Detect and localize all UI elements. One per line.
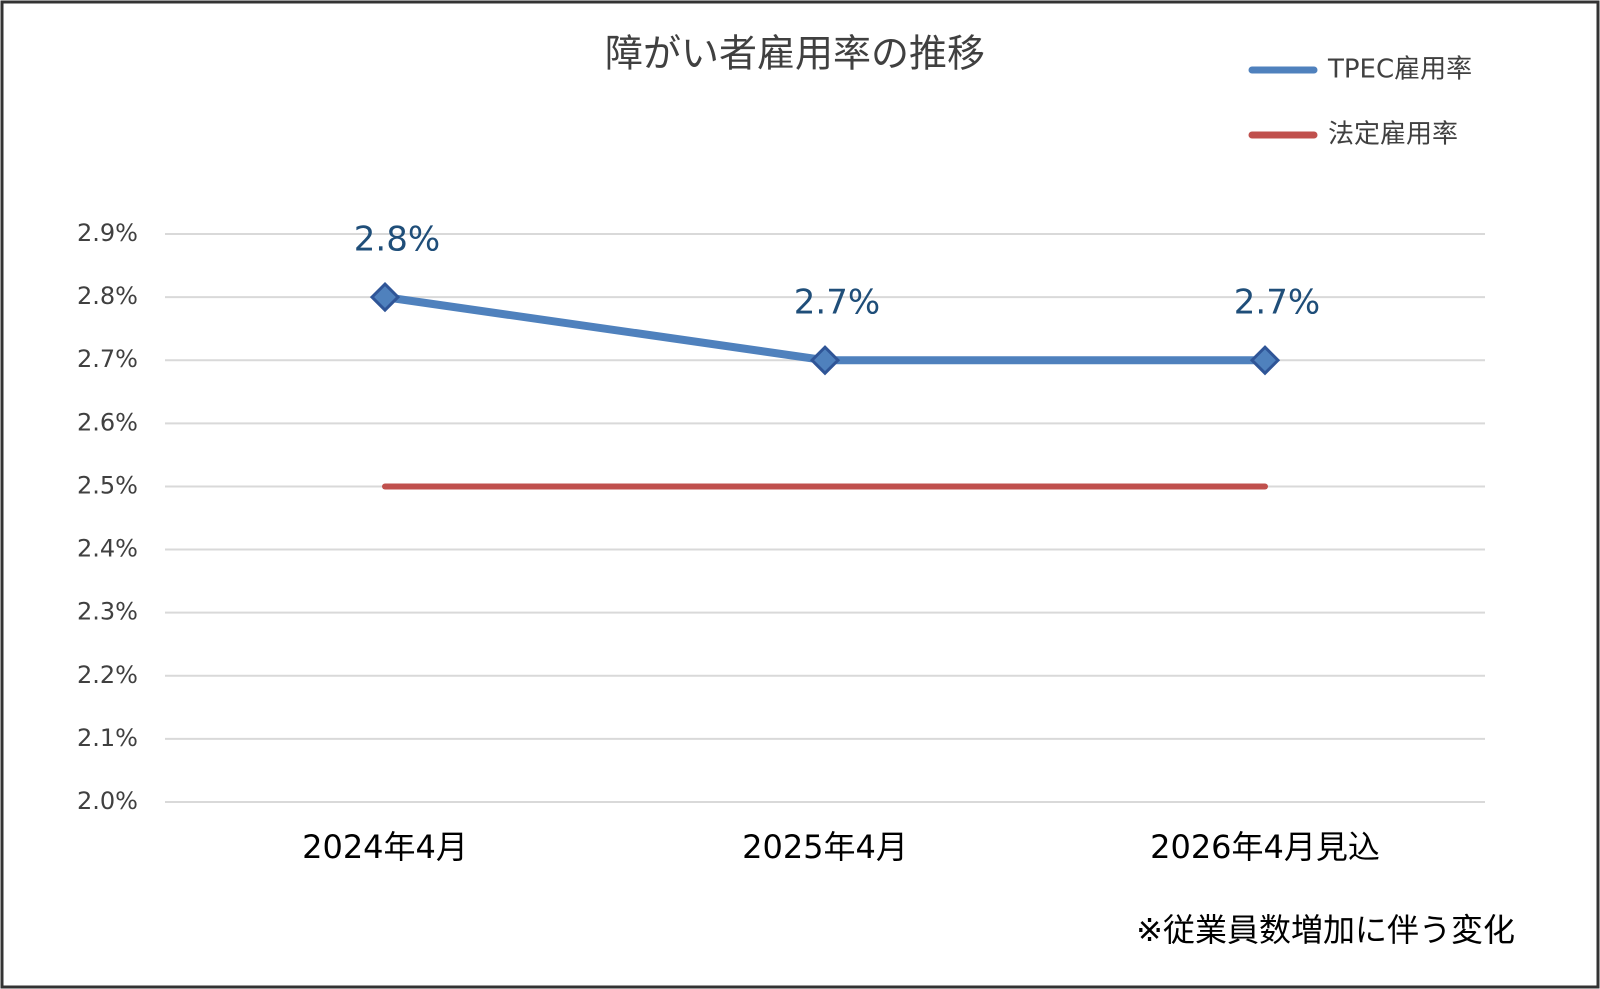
y-tick-label: 2.1%	[77, 724, 138, 752]
y-tick-label: 2.5%	[77, 471, 138, 499]
legend-label: 法定雇用率	[1328, 120, 1458, 150]
data-label: 2.8%	[354, 220, 440, 260]
chart-title: 障がい者雇用率の推移	[605, 32, 985, 76]
marker	[809, 345, 841, 376]
y-tick-label: 2.4%	[77, 535, 138, 563]
data-label: 2.7%	[1234, 283, 1320, 323]
y-tick-label: 2.3%	[77, 598, 138, 626]
data-label: 2.7%	[794, 283, 880, 323]
y-tick-label: 2.7%	[77, 345, 138, 373]
annotation: ※従業員数増加に伴う変化	[1136, 911, 1515, 949]
x-tick-label: 2024年4月	[302, 828, 468, 866]
y-tick-label: 2.6%	[77, 408, 138, 436]
y-tick-label: 2.8%	[77, 282, 138, 310]
x-tick-label: 2026年4月見込	[1150, 828, 1380, 866]
y-tick-label: 2.0%	[77, 787, 138, 815]
x-tick-label: 2025年4月	[742, 828, 908, 866]
legend-label: TPEC雇用率	[1327, 55, 1472, 85]
marker	[369, 281, 401, 313]
y-tick-label: 2.2%	[77, 661, 138, 689]
y-tick-label: 2.9%	[77, 219, 138, 247]
marker	[1249, 345, 1281, 376]
